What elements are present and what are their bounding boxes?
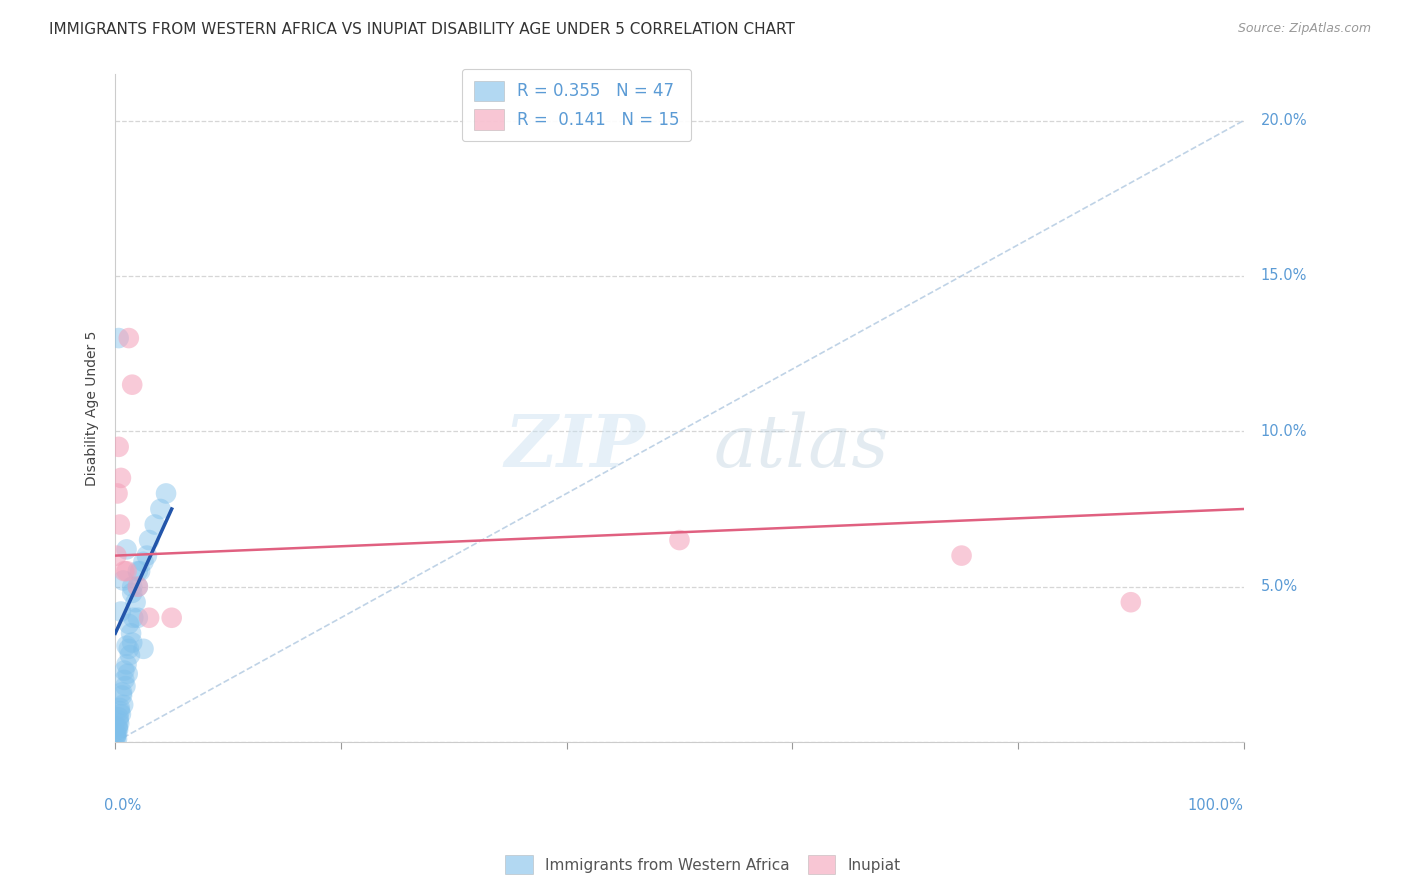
Point — [115, 657, 138, 672]
Point — [121, 580, 143, 594]
Legend: Immigrants from Western Africa, Inupiat: Immigrants from Western Africa, Inupiat — [499, 849, 907, 880]
Legend: R = 0.355   N = 47, R =  0.141   N = 15: R = 0.355 N = 47, R = 0.141 N = 15 — [463, 69, 692, 141]
Point — [668, 533, 690, 547]
Point — [111, 689, 134, 703]
Text: 100.0%: 100.0% — [1188, 798, 1244, 813]
Point — [115, 639, 138, 653]
Point — [108, 716, 131, 731]
Point — [115, 564, 138, 578]
Point — [105, 727, 128, 741]
Point — [108, 704, 131, 718]
Point — [107, 440, 129, 454]
Point — [117, 666, 139, 681]
Text: 5.0%: 5.0% — [1261, 579, 1298, 594]
Text: IMMIGRANTS FROM WESTERN AFRICA VS INUPIAT DISABILITY AGE UNDER 5 CORRELATION CHA: IMMIGRANTS FROM WESTERN AFRICA VS INUPIA… — [49, 22, 794, 37]
Point — [110, 707, 132, 722]
Text: 20.0%: 20.0% — [1261, 113, 1308, 128]
Point — [112, 673, 135, 687]
Point — [110, 471, 132, 485]
Point — [115, 542, 138, 557]
Point — [138, 611, 160, 625]
Point — [127, 611, 149, 625]
Point — [112, 664, 135, 678]
Point — [105, 549, 128, 563]
Point — [118, 648, 141, 662]
Point — [112, 574, 135, 588]
Point — [121, 377, 143, 392]
Text: Source: ZipAtlas.com: Source: ZipAtlas.com — [1237, 22, 1371, 36]
Point — [107, 723, 129, 737]
Point — [160, 611, 183, 625]
Point — [110, 605, 132, 619]
Text: 10.0%: 10.0% — [1261, 424, 1308, 439]
Point — [107, 714, 129, 728]
Text: 15.0%: 15.0% — [1261, 268, 1308, 284]
Point — [138, 533, 160, 547]
Point — [104, 731, 127, 745]
Y-axis label: Disability Age Under 5: Disability Age Under 5 — [86, 330, 100, 485]
Point — [1119, 595, 1142, 609]
Point — [118, 641, 141, 656]
Point — [118, 617, 141, 632]
Point — [108, 517, 131, 532]
Point — [107, 719, 129, 733]
Point — [105, 725, 128, 739]
Text: atlas: atlas — [713, 411, 889, 482]
Point — [114, 679, 136, 693]
Point — [105, 731, 128, 746]
Point — [132, 555, 155, 569]
Point — [112, 698, 135, 712]
Point — [124, 595, 146, 609]
Point — [950, 549, 973, 563]
Point — [108, 701, 131, 715]
Point — [129, 564, 152, 578]
Point — [149, 502, 172, 516]
Point — [121, 635, 143, 649]
Point — [107, 486, 129, 500]
Point — [107, 331, 129, 345]
Point — [120, 626, 142, 640]
Point — [118, 331, 141, 345]
Text: ZIP: ZIP — [505, 411, 645, 483]
Point — [111, 685, 134, 699]
Point — [107, 721, 129, 735]
Point — [121, 586, 143, 600]
Point — [135, 549, 157, 563]
Point — [143, 517, 166, 532]
Point — [112, 564, 135, 578]
Point — [132, 641, 155, 656]
Point — [107, 710, 129, 724]
Point — [104, 729, 127, 743]
Point — [127, 564, 149, 578]
Point — [122, 611, 145, 625]
Point — [127, 580, 149, 594]
Point — [127, 580, 149, 594]
Text: 0.0%: 0.0% — [104, 798, 141, 813]
Point — [155, 486, 177, 500]
